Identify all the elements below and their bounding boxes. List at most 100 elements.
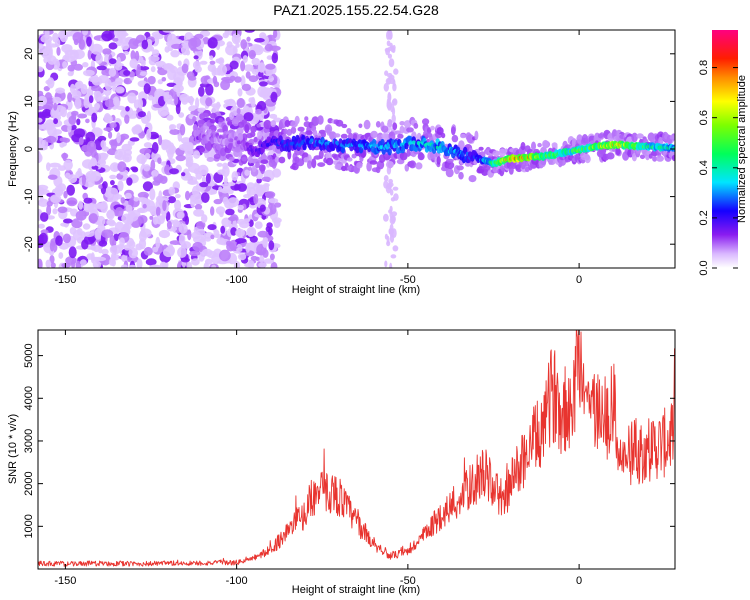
spectrogram-cell xyxy=(236,247,243,252)
spectrogram-cell xyxy=(436,156,441,165)
spectrogram-cell xyxy=(389,234,395,243)
spectrogram-cell xyxy=(167,68,177,81)
spectrogram-cell xyxy=(320,131,327,138)
spectrogram-cell xyxy=(387,72,393,79)
spectrogram-cell xyxy=(104,98,116,108)
spectrogram-cell xyxy=(219,249,231,262)
spectrogram-cell xyxy=(237,88,243,97)
spectrogram-cell xyxy=(387,92,392,103)
spectrogram-cell xyxy=(127,113,138,119)
spectrogram-cell xyxy=(209,55,214,60)
spectrogram-cell xyxy=(126,213,134,225)
figure-title: PAZ1.2025.155.22.54.G28 xyxy=(273,2,439,18)
spectrogram-cell xyxy=(334,133,341,138)
spectrogram-cell xyxy=(175,154,186,162)
spectrogram-cell xyxy=(180,43,190,56)
spectrogram-cell xyxy=(145,258,157,266)
spectrogram-cell xyxy=(197,120,205,128)
spectrogram-cell xyxy=(243,112,254,122)
spectrogram-cell xyxy=(340,133,348,139)
spectrogram-cell xyxy=(647,132,655,142)
spectrogram-cell xyxy=(176,85,181,97)
snr-x-label: Height of straight line (km) xyxy=(292,584,420,596)
spectrogram-cell xyxy=(393,68,399,75)
spectrogram-cell xyxy=(166,114,174,121)
spectrogram-cell xyxy=(62,152,67,162)
spectrogram-cell xyxy=(97,96,109,101)
spectrogram-cell xyxy=(392,44,396,51)
colorbar-tick-label: 0.8 xyxy=(698,60,710,75)
spectrogram-cell xyxy=(69,227,77,235)
spectrogram-cell xyxy=(60,106,67,118)
spectrogram-cell xyxy=(168,186,176,196)
spectrogram-cell xyxy=(60,222,70,227)
spectrogram-cell xyxy=(520,142,526,151)
spectrogram-cell xyxy=(193,150,201,159)
spectrogram-cell xyxy=(163,92,169,103)
spectrogram-cell xyxy=(61,44,73,53)
spectrogram-cell xyxy=(83,197,93,204)
y-tick-label: 20 xyxy=(23,48,35,60)
spectrogram-cell xyxy=(119,37,130,44)
x-tick-label: -150 xyxy=(54,575,76,587)
spectrogram-cell xyxy=(58,252,64,259)
spectrogram-cell xyxy=(375,121,381,128)
spectrogram-cell xyxy=(243,64,254,72)
spectrogram-cell xyxy=(193,209,205,217)
spectrogram-cell xyxy=(213,198,223,205)
spectrogram-cell xyxy=(139,71,148,76)
spectrogram-cell xyxy=(652,155,658,162)
spectrogram-cell xyxy=(251,165,257,173)
spectrogram-cell xyxy=(255,108,262,115)
spectrogram-cell xyxy=(137,215,148,224)
spectrogram-cell xyxy=(102,181,108,189)
spectrogram-cell xyxy=(206,157,215,162)
spectrogram-cell xyxy=(391,114,396,124)
spectrogram-cell xyxy=(124,78,129,84)
spectrogram-cell xyxy=(175,103,181,115)
spectrogram-cell xyxy=(207,224,217,231)
spectrogram-cell xyxy=(466,134,474,144)
spectrogram-cell xyxy=(531,141,536,151)
spectrogram-cell xyxy=(173,220,181,228)
spectrogram-cell xyxy=(234,76,242,83)
spectrogram-cell xyxy=(240,60,246,72)
spectrogram-cell xyxy=(75,210,87,221)
y-tick-label: 3000 xyxy=(23,429,35,453)
spectrogram-cell xyxy=(257,85,268,98)
spectrogram-cell xyxy=(387,148,392,156)
spectrogram-cell xyxy=(150,66,156,73)
spectrogram-cell xyxy=(393,193,399,201)
spectrogram-cell xyxy=(88,95,94,104)
spectrogram-cell xyxy=(67,92,73,103)
spectrogram-cell xyxy=(211,264,217,268)
colorbar-tick-label: 0.4 xyxy=(698,160,710,175)
spectrogram-cell xyxy=(264,183,270,193)
colorbar-ticks: 0.0 0.2 0.4 0.6 0.8 xyxy=(698,60,738,276)
spectrogram-cell xyxy=(146,110,152,122)
spectrogram-cell xyxy=(108,67,117,77)
spectrogram-cell xyxy=(151,151,158,162)
snr-x-ticks: -150 -100 -50 0 xyxy=(54,330,582,587)
spectrogram-cell xyxy=(78,137,84,145)
spectrogram-cell xyxy=(383,180,389,189)
spectrogram-cell xyxy=(390,254,397,259)
spectrogram-cell xyxy=(311,158,317,169)
spectrogram-cell xyxy=(179,124,186,136)
snr-series-line xyxy=(38,330,675,567)
snr-y-ticks: 1000 2000 3000 4000 5000 xyxy=(23,343,675,539)
spectrogram-cell xyxy=(543,143,549,149)
spectrogram-cell xyxy=(106,219,111,225)
spectrogram-cell xyxy=(138,98,143,109)
spectrogram-cell xyxy=(248,75,259,83)
spectrogram-cell xyxy=(76,118,81,126)
spectrogram-cell xyxy=(250,125,257,133)
spectrogram-cell xyxy=(246,36,251,42)
spectrogram-cell xyxy=(311,116,320,126)
spectrogram-cell xyxy=(463,146,468,154)
spectrogram-cell xyxy=(227,182,236,187)
spectrogram-cell xyxy=(160,111,170,116)
spectrogram-cell xyxy=(294,115,300,125)
spectrogram-cell xyxy=(584,154,590,161)
spectrogram-cell xyxy=(137,111,146,118)
